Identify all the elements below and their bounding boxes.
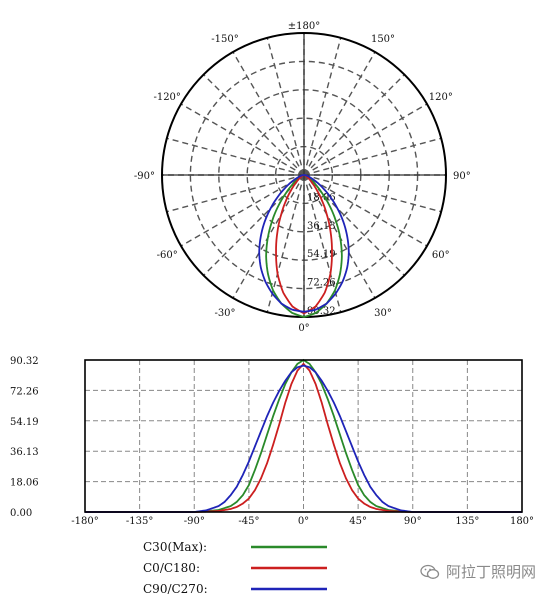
polar-angle-label: 120°: [429, 92, 453, 103]
polar-angle-label: -120°: [153, 92, 180, 103]
polar-spoke: [166, 174, 305, 213]
polar-spoke: [303, 74, 405, 176]
polar-curve: [258, 174, 350, 313]
legend-label: C0/C180:: [143, 561, 200, 575]
y-tick-label: 90.32: [10, 356, 39, 367]
polar-spoke: [303, 103, 428, 176]
linear-frame: [84, 359, 523, 513]
polar-angle-label: 30°: [374, 308, 392, 319]
polar-spoke: [303, 37, 342, 176]
polar-spoke: [266, 37, 305, 176]
linear-x-tick-labels: -180° -135° -90° -45° 0° 45° 90° 135° 180°: [71, 516, 534, 527]
polar-angle-label: -60°: [157, 250, 178, 261]
polar-curves: [258, 174, 350, 318]
polar-spoke: [266, 174, 305, 313]
y-tick-label: 0.00: [10, 508, 32, 519]
polar-spoke: [232, 51, 305, 176]
linear-chart: 0.00 18.06 36.13 54.19 72.26 90.32 -180° -135°…: [10, 356, 534, 527]
linear-plot-frame: [84, 359, 523, 513]
polar-radial-label: 36.13: [307, 221, 336, 232]
y-tick-label: 54.19: [10, 417, 39, 428]
x-tick-label: -90°: [184, 516, 205, 527]
polar-angle-label: -90°: [134, 171, 155, 182]
y-tick-label: 36.13: [10, 447, 39, 458]
x-tick-label: 90°: [404, 516, 422, 527]
legend-label: C30(Max):: [143, 540, 207, 554]
polar-angle-labels: ±180° 150° 120° 90° 60° 30° 0° -30° -60° -90° -120…: [134, 21, 471, 334]
polar-spoke: [303, 137, 442, 176]
wechat-icon: [420, 564, 440, 579]
x-tick-label: 0°: [298, 516, 309, 527]
polar-radial-label: 72.26: [307, 278, 336, 289]
polar-grid: [161, 32, 447, 318]
x-tick-label: -180°: [71, 516, 98, 527]
polar-radial-label: 54.19: [307, 249, 336, 260]
x-tick-label: 135°: [455, 516, 479, 527]
polar-spoke: [303, 51, 376, 176]
watermark-text: 阿拉丁照明网: [445, 563, 536, 581]
polar-angle-label: 0°: [298, 323, 309, 334]
legend: C30(Max): C0/C180: C90/C270:: [143, 540, 327, 596]
x-tick-label: -45°: [238, 516, 259, 527]
y-tick-label: 72.26: [10, 386, 39, 397]
polar-spoke: [180, 103, 305, 176]
x-tick-label: 45°: [349, 516, 367, 527]
polar-spoke: [180, 174, 305, 247]
polar-angle-label: 90°: [453, 171, 471, 182]
polar-spoke: [303, 174, 428, 247]
x-tick-label: -135°: [126, 516, 153, 527]
polar-angle-label: -30°: [214, 308, 235, 319]
polar-spoke: [203, 74, 305, 176]
polar-angle-label: -150°: [211, 34, 238, 45]
polar-spoke: [166, 137, 305, 176]
polar-angle-label: ±180°: [288, 21, 320, 32]
watermark: 阿拉丁照明网: [420, 561, 536, 582]
x-tick-label: 180°: [510, 516, 534, 527]
legend-label: C90/C270:: [143, 582, 208, 596]
polar-spoke: [303, 174, 442, 213]
polar-spoke: [303, 174, 342, 313]
polar-radial-label: 90.32: [307, 306, 336, 317]
linear-y-tick-labels: 0.00 18.06 36.13 54.19 72.26 90.32: [10, 356, 39, 519]
polar-angle-label: 150°: [371, 34, 395, 45]
linear-grid: [85, 360, 522, 512]
polar-angle-label: 60°: [432, 250, 450, 261]
y-tick-label: 18.06: [10, 478, 39, 489]
